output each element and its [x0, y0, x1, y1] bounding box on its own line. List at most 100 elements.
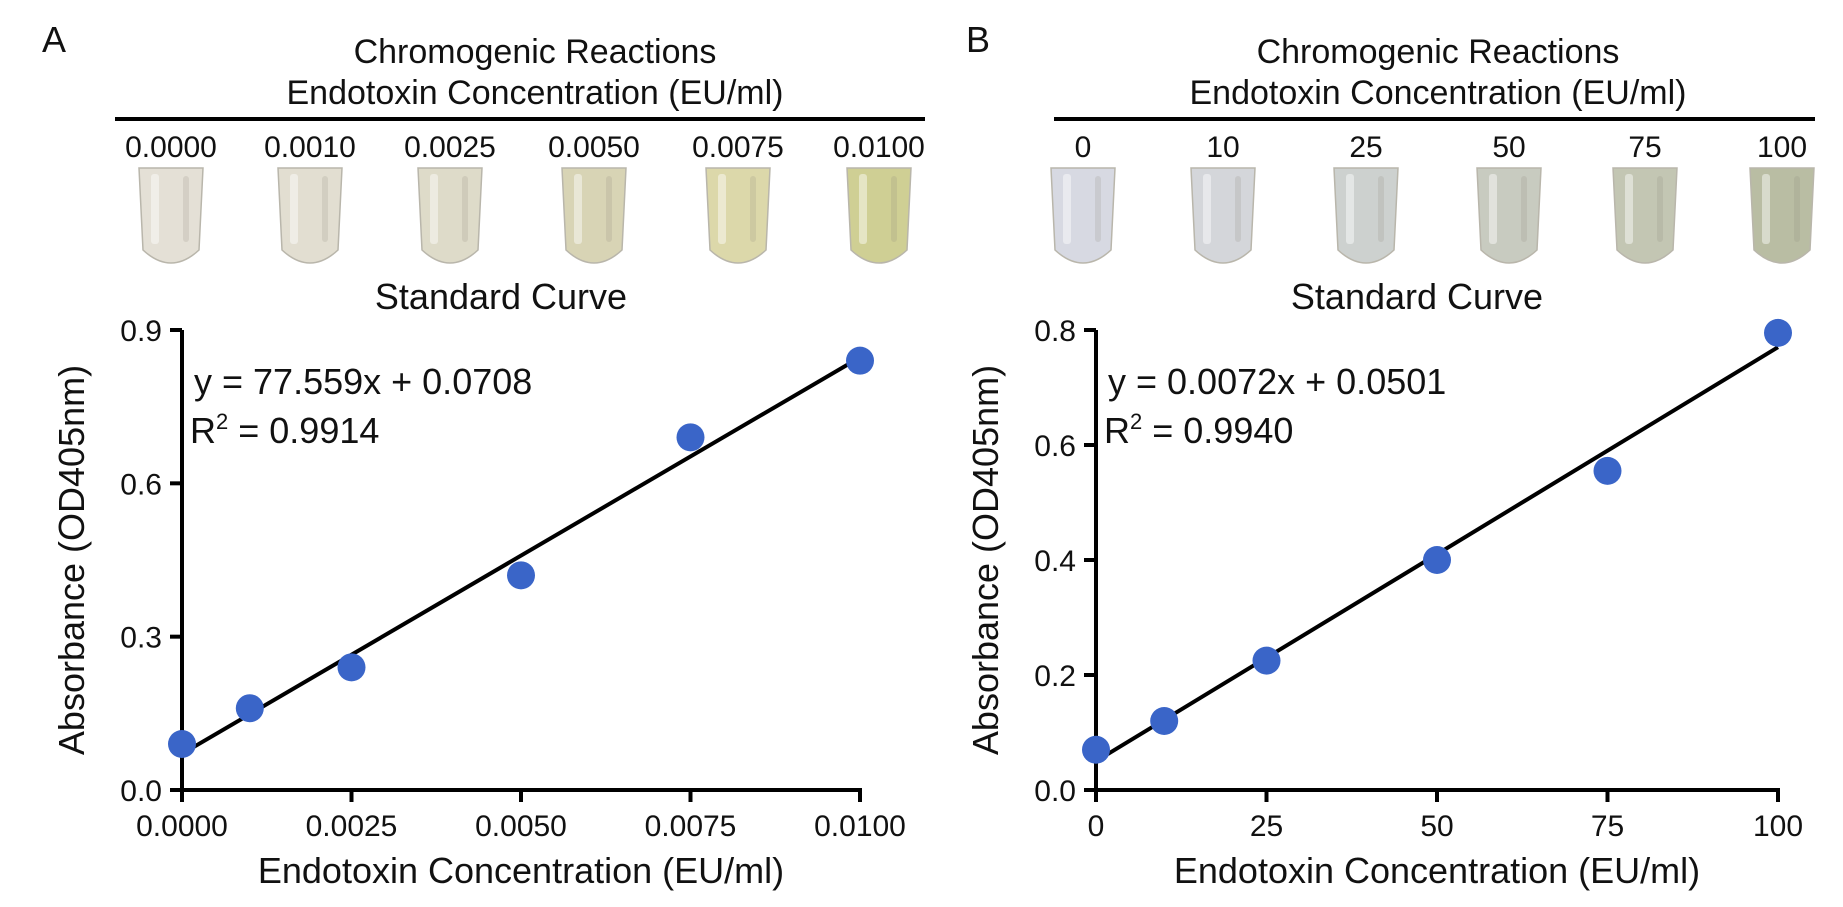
tube-body [417, 167, 483, 264]
y-tick-label: 0.6 [1034, 430, 1076, 463]
tube-body [1333, 167, 1399, 264]
reactions-title: Chromogenic Reactions [354, 33, 717, 71]
tube-shadow [606, 176, 612, 242]
tube-label: 25 [1349, 131, 1382, 164]
reaction-tube [1190, 167, 1256, 264]
y-tick-label: 0.9 [120, 315, 162, 348]
chart-title: Standard Curve [375, 276, 627, 317]
x-tick-label: 75 [1591, 810, 1624, 843]
y-tick-label: 0.0 [1034, 775, 1076, 808]
y-axis-label: Absorbance (OD405nm) [965, 365, 1006, 755]
data-point [1252, 646, 1281, 675]
tube-label: 0.0075 [692, 131, 784, 164]
data-point [168, 730, 196, 758]
reaction-tube [561, 167, 627, 264]
r-squared: R2 = 0.9940 [1104, 409, 1293, 451]
tube-label: 0.0050 [548, 131, 640, 164]
tube-highlight [1203, 174, 1211, 244]
tube-highlight [574, 174, 582, 244]
tube-shadow [1235, 176, 1241, 242]
reaction-tube [1749, 167, 1815, 264]
x-tick-label: 0.0000 [136, 810, 228, 843]
r-squared-value: = 0.9914 [228, 410, 379, 451]
y-tick-label: 0.3 [120, 622, 162, 655]
x-tick-label: 0.0075 [645, 810, 737, 843]
tube-highlight [430, 174, 438, 244]
regression-line [180, 355, 862, 756]
reactions-title: Chromogenic Reactions [1257, 33, 1620, 71]
data-point [507, 561, 535, 590]
data-point [1082, 735, 1110, 764]
panel-label: B [966, 19, 990, 60]
tube-body [705, 167, 771, 264]
tube-body [1050, 167, 1116, 264]
tube-highlight [1489, 174, 1497, 244]
y-tick-label: 0.4 [1034, 545, 1076, 578]
panel-a: A Chromogenic Reactions Endotoxin Concentr… [42, 19, 925, 891]
tube-highlight [290, 174, 298, 244]
data-point [235, 694, 264, 723]
r-squared-superscript: 2 [216, 409, 228, 434]
y-tick-label: 0.0 [120, 775, 162, 808]
panel-label: A [42, 19, 66, 60]
tube-label: 0.0000 [125, 131, 217, 164]
tube-body [1612, 167, 1678, 264]
tube-highlight [1625, 174, 1633, 244]
x-tick-label: 0.0100 [814, 810, 906, 843]
tube-label: 0.0025 [404, 131, 496, 164]
tube-label: 10 [1206, 131, 1239, 164]
tube-label: 50 [1492, 131, 1525, 164]
y-axis-label: Absorbance (OD405nm) [51, 365, 92, 755]
y-tick-label: 0.6 [120, 468, 162, 501]
tube-label: 0.0100 [833, 131, 925, 164]
tube-shadow [750, 176, 756, 242]
data-point [1423, 546, 1451, 574]
reaction-tube [1476, 167, 1542, 264]
reaction-tube [417, 167, 483, 264]
tube-label: 100 [1757, 131, 1807, 164]
data-point [1593, 456, 1622, 485]
x-tick-label: 25 [1250, 810, 1283, 843]
tube-body [277, 167, 343, 264]
x-axis-label: Endotoxin Concentration (EU/ml) [1174, 850, 1700, 891]
data-point [676, 423, 705, 452]
tube-highlight [718, 174, 726, 244]
tube-highlight [1762, 174, 1770, 244]
tube-highlight [151, 174, 159, 244]
tube-label: 0 [1075, 131, 1092, 164]
data-point [1150, 707, 1179, 735]
tube-shadow [1378, 176, 1384, 242]
regression-equation: y = 77.559x + 0.0708 [194, 361, 532, 402]
reaction-tube [138, 167, 204, 264]
tube-body [561, 167, 627, 264]
reaction-tube [1333, 167, 1399, 264]
tube-shadow [462, 176, 468, 242]
regression-equation: y = 0.0072x + 0.0501 [1108, 361, 1446, 402]
data-point [846, 346, 874, 375]
tube-shadow [322, 176, 328, 242]
y-tick-label: 0.8 [1034, 315, 1076, 348]
r-squared-value: = 0.9940 [1142, 410, 1293, 451]
r-squared: R2 = 0.9914 [190, 409, 379, 451]
chart-title: Standard Curve [1291, 276, 1543, 317]
x-tick-label: 0.0025 [306, 810, 398, 843]
r-squared-superscript: 2 [1130, 409, 1142, 434]
x-axis-label: Endotoxin Concentration (EU/ml) [258, 850, 784, 891]
tube-shadow [1794, 176, 1800, 242]
x-tick-label: 0.0050 [475, 810, 567, 843]
tube-body [1749, 167, 1815, 264]
reaction-tube [277, 167, 343, 264]
x-tick-label: 50 [1420, 810, 1453, 843]
tube-highlight [1346, 174, 1354, 244]
reactions-subtitle: Endotoxin Concentration (EU/ml) [1189, 74, 1686, 112]
tube-highlight [859, 174, 867, 244]
x-tick-label: 0 [1088, 810, 1105, 843]
tube-shadow [891, 176, 897, 242]
tube-shadow [183, 176, 189, 242]
reaction-tube [705, 167, 771, 264]
tube-label: 0.0010 [264, 131, 356, 164]
x-tick-label: 100 [1753, 810, 1803, 843]
tube-shadow [1657, 176, 1663, 242]
tube-body [1190, 167, 1256, 264]
